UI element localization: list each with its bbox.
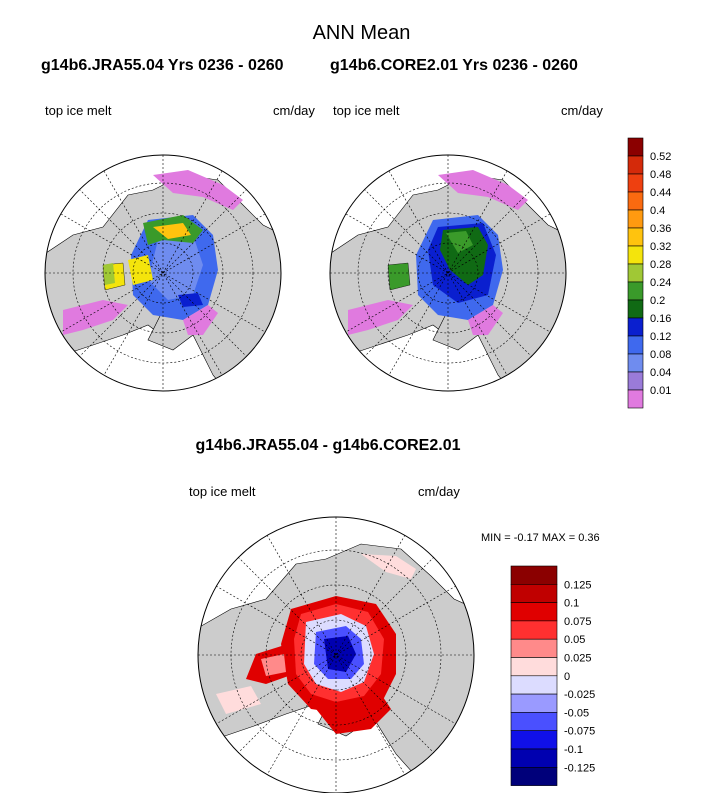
diff-colorbar-swatch <box>510 730 558 750</box>
diff-minmax: MIN = -0.17 MAX = 0.36 <box>481 532 600 544</box>
case2-title: g14b6.CORE2.01 Yrs 0236 - 0260 <box>330 57 578 74</box>
top-colorbar-swatch <box>627 335 644 355</box>
max-label: MAX = <box>541 532 576 544</box>
diff-colorbar-swatch <box>510 767 558 786</box>
top-colorbar-tick-label: 0.32 <box>650 241 671 253</box>
top-colorbar-tick-label: 0.12 <box>650 331 671 343</box>
max-value: 0.36 <box>578 532 600 544</box>
top-colorbar-swatch <box>627 317 644 337</box>
case1-units-label: cm/day <box>273 103 315 118</box>
diff-colorbar-tick-label: 0.125 <box>564 579 592 591</box>
top-colorbar-tick-label: 0.16 <box>650 313 671 325</box>
diff-units-label: cm/day <box>418 484 460 499</box>
diff-polar-map <box>197 516 475 793</box>
top-colorbar-tick-label: 0.48 <box>650 169 671 181</box>
page-title: ANN Mean <box>312 22 411 44</box>
diff-colorbar-tick-label: -0.025 <box>564 689 595 701</box>
diff-colorbar: 0.125 0.1 0.075 0.05 0.025 0 -0.025 -0.05 -0.075… <box>510 565 595 786</box>
top-colorbar-swatch <box>627 245 644 265</box>
case1-variable-label: top ice melt <box>45 103 112 118</box>
case2-units-label: cm/day <box>561 103 603 118</box>
diff-colorbar-tick-label: 0 <box>564 671 570 683</box>
top-colorbar-swatch <box>627 299 644 319</box>
diff-colorbar-swatch <box>510 583 558 603</box>
top-colorbar-swatch <box>627 227 644 247</box>
diff-colorbar-tick-label: 0.1 <box>564 598 579 610</box>
diff-colorbar-tick-label: -0.125 <box>564 762 595 774</box>
top-colorbar-tick-label: 0.52 <box>650 151 671 163</box>
top-colorbar-swatch <box>627 371 644 391</box>
top-colorbar-swatch <box>627 155 644 175</box>
case2-variable-label: top ice melt <box>333 103 400 118</box>
top-colorbar-swatch <box>627 353 644 373</box>
top-colorbar-swatch <box>627 173 644 193</box>
diff-colorbar-tick-label: 0.075 <box>564 616 592 628</box>
diff-colorbar-tick-label: -0.1 <box>564 744 583 756</box>
top-colorbar-tick-label: 0.28 <box>650 259 671 271</box>
top-colorbar-tick-label: 0.08 <box>650 349 671 361</box>
min-value: -0.17 <box>513 532 539 544</box>
diff-colorbar-swatch <box>510 602 558 622</box>
diff-colorbar-swatch <box>510 638 558 658</box>
diff-colorbar-tick-label: 0.025 <box>564 653 592 665</box>
top-colorbar-tick-label: 0.4 <box>650 205 665 217</box>
diff-colorbar-swatch <box>510 565 558 585</box>
diff-colorbar-tick-label: -0.05 <box>564 707 589 719</box>
diff-colorbar-swatch <box>510 657 558 677</box>
diff-colorbar-tick-label: 0.05 <box>564 634 585 646</box>
top-colorbar-swatch <box>627 263 644 283</box>
top-colorbar: 0.52 0.48 0.44 0.4 0.36 0.32 0.28 0.24 0.2 0.16 0.… <box>627 137 671 409</box>
case2-polar-map <box>329 154 567 392</box>
case1-title: g14b6.JRA55.04 Yrs 0236 - 0260 <box>41 57 284 74</box>
top-colorbar-swatch <box>627 191 644 211</box>
diff-colorbar-swatch <box>510 620 558 640</box>
top-colorbar-swatch <box>627 389 644 409</box>
top-colorbar-tick-label: 0.44 <box>650 187 671 199</box>
diff-title: g14b6.JRA55.04 - g14b6.CORE2.01 <box>195 437 461 454</box>
top-colorbar-tick-label: 0.2 <box>650 295 665 307</box>
diff-variable-label: top ice melt <box>189 484 256 499</box>
min-label: MIN = <box>481 532 511 544</box>
top-colorbar-swatch <box>627 137 644 157</box>
diff-colorbar-swatch <box>510 712 558 731</box>
diff-colorbar-swatch <box>510 675 558 695</box>
case1-polar-map <box>44 154 282 392</box>
top-colorbar-swatch <box>627 209 644 229</box>
diff-colorbar-swatch <box>510 748 558 768</box>
diff-colorbar-tick-label: -0.075 <box>564 726 595 738</box>
top-colorbar-tick-label: 0.04 <box>650 367 671 379</box>
top-colorbar-tick-label: 0.24 <box>650 277 671 289</box>
diff-colorbar-swatch <box>510 693 558 713</box>
top-colorbar-tick-label: 0.01 <box>650 385 671 397</box>
top-colorbar-swatch <box>627 281 644 301</box>
top-colorbar-tick-label: 0.36 <box>650 223 671 235</box>
